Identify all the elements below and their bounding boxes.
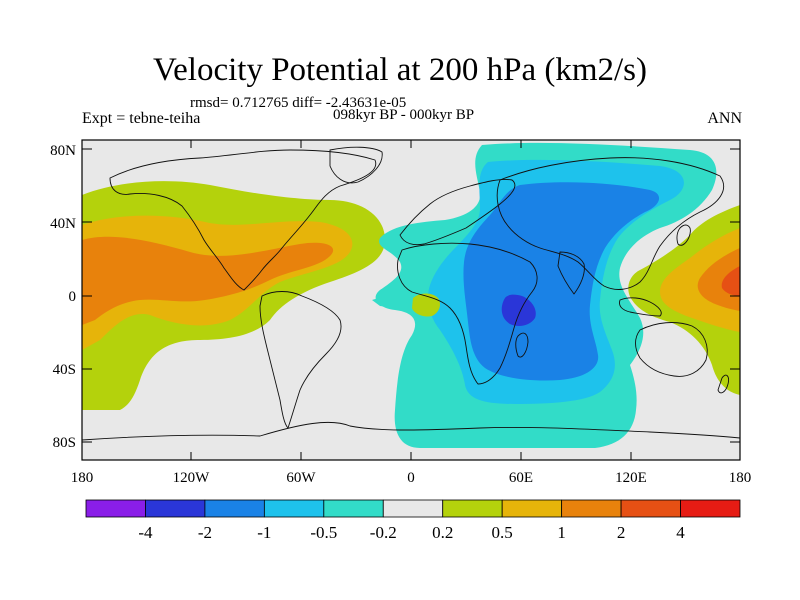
coastline-south-america [259, 291, 342, 429]
colorbar-label: 2 [617, 523, 626, 542]
lat-label: 40S [53, 362, 76, 378]
coastline-europe [399, 179, 516, 246]
lon-label: 60W [286, 470, 316, 486]
contour-positive-1-west [82, 236, 334, 325]
colorbar-label: -2 [198, 523, 212, 542]
coastline-africa [397, 242, 538, 385]
coastlines [82, 146, 740, 441]
lon-label: 60E [509, 470, 533, 486]
coastline-north-america [109, 149, 377, 291]
contour-negative-0.2-atlantic-arm [372, 297, 410, 307]
coastline-new-zealand [717, 374, 729, 394]
colorbar-swatch [561, 499, 622, 518]
coastline-antarctica [82, 421, 740, 441]
lon-label: 0 [407, 470, 415, 486]
colorbar-swatch [263, 499, 325, 518]
colorbar-swatch [620, 499, 681, 518]
lat-label: 80N [50, 143, 76, 159]
colorbar-swatch [85, 499, 146, 518]
lat-label: 0 [69, 289, 77, 305]
colorbar-swatch [323, 499, 384, 518]
contour-positive-2-east [721, 266, 740, 296]
colorbar-label: -4 [138, 523, 153, 542]
colorbar-swatch [442, 499, 503, 518]
colorbar-label: 0.2 [432, 523, 453, 542]
experiment-label: Expt = tebne-teiha [82, 110, 201, 127]
colorbar [85, 499, 741, 518]
colorbar-swatch [680, 499, 741, 518]
lon-label: 120E [615, 470, 647, 486]
contour-negative-1 [463, 182, 660, 381]
map-field [82, 140, 740, 460]
colorbar-label: -1 [257, 523, 271, 542]
contour-negative-2 [501, 294, 536, 326]
map-title: Velocity Potential at 200 hPa (km2/s) [152, 52, 648, 88]
contour-positive-1-east [697, 248, 740, 311]
colorbar-label: -0.2 [370, 523, 397, 542]
colorbar-label: 0.5 [492, 523, 513, 542]
lon-label: 120W [173, 470, 211, 486]
axis-ticks [82, 140, 740, 460]
contour-positive-0.2-atlantic [412, 293, 440, 317]
coastline-india [557, 251, 585, 295]
season-label: ANN [707, 110, 742, 127]
colorbar-swatch [501, 499, 563, 518]
lat-label: 80S [53, 435, 76, 451]
colorbar-label: 1 [557, 523, 566, 542]
colorbar-swatch [382, 499, 444, 518]
lon-label: 180 [71, 470, 94, 486]
colorbar-labels: -4 -2 -1 -0.5 -0.2 0.2 0.5 1 2 4 [138, 523, 685, 542]
colorbar-label: -0.5 [310, 523, 337, 542]
coastline-maritime-continent [619, 297, 662, 317]
period-label: 098kyr BP - 000kyr BP [333, 107, 475, 123]
colorbar-swatch [204, 499, 265, 518]
coastline-australia [635, 322, 708, 377]
lon-label: 180 [729, 470, 752, 486]
colorbar-swatch [145, 499, 206, 518]
coastline-madagascar [515, 332, 529, 358]
coastline-japan [676, 224, 691, 246]
rmsd-diff-stats: rmsd= 0.712765 diff= -2.43631e-05 [190, 95, 407, 111]
lat-label: 40N [50, 216, 76, 232]
coastline-greenland [329, 146, 383, 184]
coastline-asia [496, 157, 725, 290]
colorbar-label: 4 [676, 523, 685, 542]
